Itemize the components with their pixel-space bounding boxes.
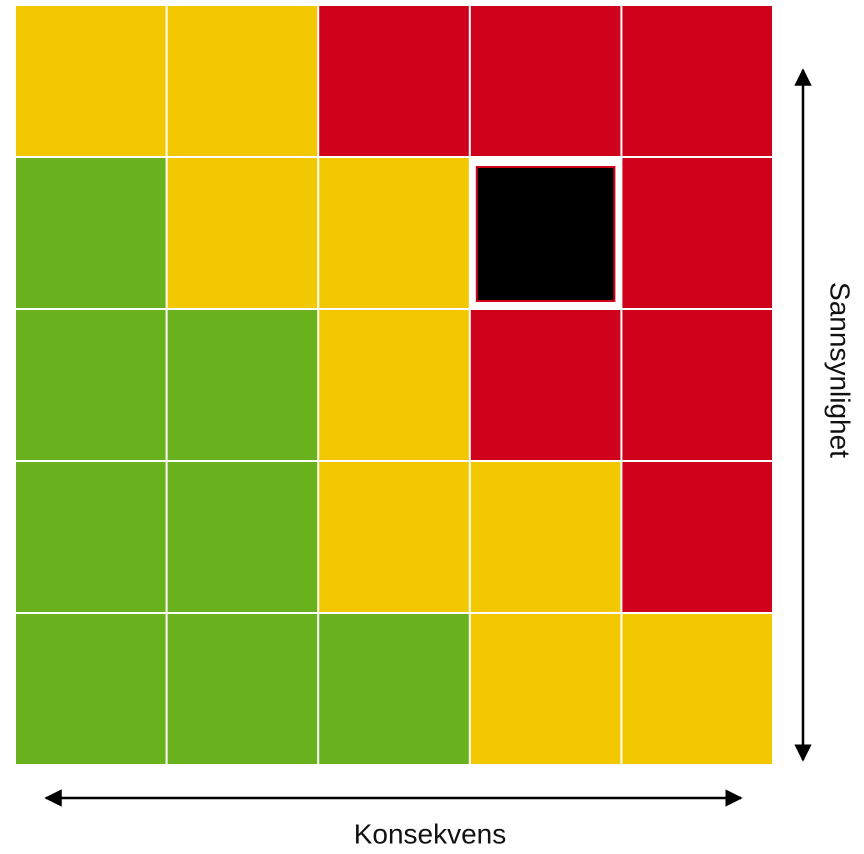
matrix-cell xyxy=(622,6,772,156)
matrix-cell xyxy=(167,6,318,156)
matrix-cell xyxy=(167,158,318,308)
matrix-cell xyxy=(319,158,469,308)
matrix-cell xyxy=(470,6,621,156)
matrix-cell xyxy=(16,310,166,460)
matrix-cell xyxy=(319,310,469,460)
matrix-cell xyxy=(167,310,318,460)
y-axis-label: Sannsynlighet xyxy=(825,282,856,458)
matrix-cell xyxy=(622,158,772,308)
matrix-cell xyxy=(16,158,166,308)
matrix-cell xyxy=(470,614,621,764)
matrix-cell xyxy=(622,310,772,460)
matrix-cell xyxy=(475,166,616,302)
matrix-cell xyxy=(622,614,772,764)
matrix-cell xyxy=(622,462,772,612)
matrix-cell xyxy=(16,6,166,156)
matrix-cell xyxy=(16,462,166,612)
matrix-cell xyxy=(470,310,621,460)
matrix-cell xyxy=(470,462,621,612)
matrix-cell xyxy=(319,614,469,764)
matrix-cell xyxy=(167,614,318,764)
matrix-cell xyxy=(319,6,469,156)
x-axis-label: Konsekvens xyxy=(354,818,507,849)
matrix-cell xyxy=(319,462,469,612)
matrix-cell xyxy=(167,462,318,612)
matrix-cell xyxy=(16,614,166,764)
matrix-grid xyxy=(16,6,772,764)
